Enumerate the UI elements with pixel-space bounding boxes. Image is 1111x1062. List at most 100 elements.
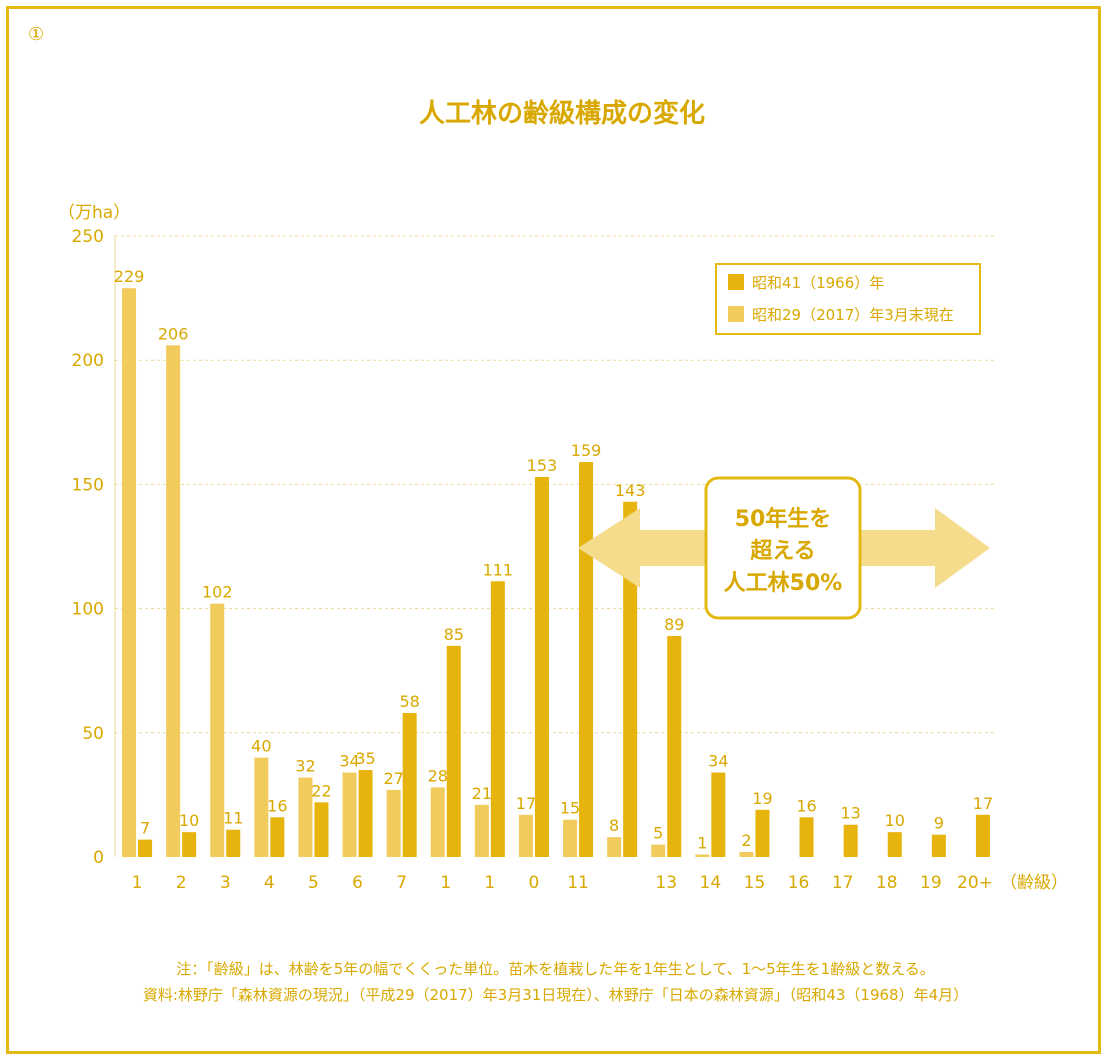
annotation-box bbox=[704, 476, 862, 620]
data-label: 32 bbox=[295, 757, 315, 776]
bar bbox=[490, 581, 505, 857]
bar bbox=[474, 804, 489, 857]
x-tick-label: 13 bbox=[655, 873, 677, 893]
bar bbox=[739, 852, 754, 857]
data-label: 159 bbox=[571, 441, 602, 460]
legend-label-1966: 昭和41（1966）年 bbox=[752, 274, 884, 292]
data-label: 40 bbox=[251, 737, 271, 756]
bar bbox=[887, 832, 902, 857]
x-tick-label: 17 bbox=[832, 873, 854, 893]
y-tick-label: 50 bbox=[82, 724, 104, 744]
bar bbox=[446, 645, 461, 857]
bar bbox=[799, 817, 814, 857]
x-tick-label: 1 bbox=[484, 873, 495, 893]
data-label: 111 bbox=[483, 560, 514, 579]
y-tick-label: 100 bbox=[72, 600, 104, 620]
data-label: 22 bbox=[311, 781, 331, 800]
bar bbox=[579, 462, 594, 857]
bar bbox=[843, 824, 858, 857]
bar bbox=[402, 712, 417, 857]
bar bbox=[931, 834, 946, 857]
bar bbox=[138, 839, 153, 857]
data-label: 34 bbox=[708, 752, 728, 771]
data-label: 153 bbox=[527, 456, 558, 475]
y-tick-labels: 0 50 100 150 200 250 bbox=[72, 227, 104, 868]
data-label: 143 bbox=[615, 481, 646, 500]
y-tick-label: 150 bbox=[72, 475, 104, 495]
annotation-line-3: 人工林50% bbox=[724, 571, 843, 596]
bar bbox=[386, 789, 401, 857]
annotation-line-1: 50年生を bbox=[735, 506, 832, 532]
x-tick-label: 15 bbox=[744, 873, 766, 893]
bar bbox=[342, 772, 357, 857]
bar bbox=[210, 603, 225, 857]
bar bbox=[534, 476, 549, 857]
data-label: 89 bbox=[664, 615, 684, 634]
bar bbox=[430, 787, 445, 857]
data-label: 102 bbox=[202, 583, 233, 602]
bar bbox=[695, 854, 710, 857]
x-axis-label: （齢級） bbox=[1000, 873, 1068, 893]
x-tick-label: 1 bbox=[440, 873, 451, 893]
y-tick-label: 250 bbox=[72, 227, 104, 247]
x-tick-label: 6 bbox=[352, 873, 363, 893]
data-label: 9 bbox=[934, 814, 944, 833]
data-label: 1 bbox=[697, 834, 707, 853]
data-label: 34 bbox=[339, 752, 359, 771]
bars bbox=[122, 288, 990, 857]
bar bbox=[623, 501, 638, 857]
data-label: 2 bbox=[741, 831, 751, 850]
bar bbox=[122, 288, 137, 857]
bar bbox=[975, 814, 990, 857]
y-tick-label: 200 bbox=[72, 351, 104, 371]
x-tick-label: 11 bbox=[567, 873, 589, 893]
data-label: 16 bbox=[796, 796, 816, 815]
data-label: 8 bbox=[609, 816, 619, 835]
x-tick-label: 19 bbox=[920, 873, 942, 893]
x-tick-label: 18 bbox=[876, 873, 898, 893]
data-label: 229 bbox=[114, 267, 145, 286]
x-tick-label: 1 bbox=[132, 873, 143, 893]
x-tick-label: 20+ bbox=[957, 873, 993, 893]
data-label: 7 bbox=[140, 819, 150, 838]
source-note: 資料:林野庁「森林資源の現況」（平成29（2017）年3月31日現在）、林野庁「… bbox=[142, 986, 969, 1004]
figure-frame bbox=[6, 6, 1101, 1054]
bar bbox=[226, 829, 241, 857]
bar bbox=[711, 772, 726, 857]
bar bbox=[518, 814, 533, 857]
data-label: 58 bbox=[399, 692, 419, 711]
bar bbox=[314, 802, 329, 857]
x-tick-label: 3 bbox=[220, 873, 231, 893]
data-label: 35 bbox=[355, 749, 375, 768]
x-tick-label: 7 bbox=[396, 873, 407, 893]
legend-label-2017: 昭和29（2017）年3月末現在 bbox=[752, 306, 954, 324]
data-label: 15 bbox=[560, 799, 580, 818]
bar bbox=[755, 809, 770, 857]
data-label: 206 bbox=[158, 324, 189, 343]
legend-swatch-2017 bbox=[728, 306, 744, 322]
data-label: 10 bbox=[885, 811, 905, 830]
x-tick-label: 5 bbox=[308, 873, 319, 893]
bar bbox=[270, 817, 285, 857]
legend-swatch-1966 bbox=[728, 274, 744, 290]
bar bbox=[607, 837, 622, 857]
data-label: 16 bbox=[267, 796, 287, 815]
data-label: 10 bbox=[179, 811, 199, 830]
data-label: 28 bbox=[428, 766, 448, 785]
data-label: 19 bbox=[752, 789, 772, 808]
annotation-line-2: 超える bbox=[750, 539, 815, 564]
bar bbox=[358, 770, 373, 857]
y-axis-label: （万ha） bbox=[58, 203, 130, 223]
data-label: 27 bbox=[383, 769, 403, 788]
x-tick-label: 16 bbox=[788, 873, 810, 893]
x-tick-label: 4 bbox=[264, 873, 275, 893]
legend: 昭和41（1966）年 昭和29（2017）年3月末現在 bbox=[715, 263, 981, 335]
bar bbox=[563, 819, 578, 857]
x-tick-labels: 1 2 3 4 5 6 7 1 1 0 11 13 14 15 16 17 18 19 20+ bbox=[132, 873, 993, 893]
data-label: 13 bbox=[840, 804, 860, 823]
data-label: 85 bbox=[444, 625, 464, 644]
chart-title: 人工林の齢級構成の変化 bbox=[419, 98, 705, 129]
legend-box bbox=[715, 263, 981, 335]
figure-number: ① bbox=[28, 24, 44, 45]
